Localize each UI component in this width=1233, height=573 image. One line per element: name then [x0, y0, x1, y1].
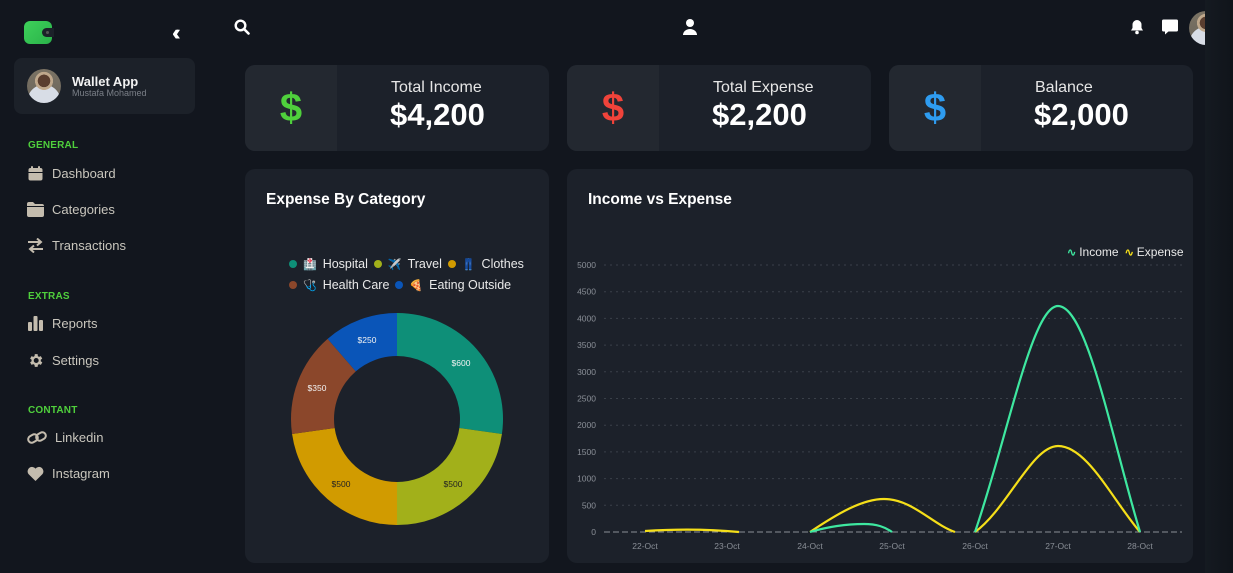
svg-text:23-Oct: 23-Oct [714, 541, 740, 551]
legend-item-hospital[interactable]: 🏥 Hospital [289, 257, 368, 271]
svg-text:0: 0 [591, 527, 596, 537]
panel-title: Expense By Category [266, 191, 426, 208]
stat-card-total-expense: $ Total Expense $2,200 [567, 65, 871, 151]
svg-text:3000: 3000 [577, 367, 596, 377]
svg-text:27-Oct: 27-Oct [1045, 541, 1071, 551]
page-edge [1205, 0, 1233, 573]
calendar-icon [27, 165, 44, 182]
dollar-icon: $ [889, 65, 981, 151]
user-icon[interactable] [683, 19, 697, 40]
sidebar: ‹‹ Wallet App Mustafa Mohamed GENERAL Da… [0, 0, 210, 573]
legend-item-income[interactable]: ∿ Income [1067, 245, 1119, 259]
stat-label: Total Income [391, 79, 482, 96]
stat-value: $2,000 [1034, 97, 1129, 132]
svg-text:2500: 2500 [577, 394, 596, 404]
user-name: Mustafa Mohamed [72, 88, 147, 98]
donut-slice-travel[interactable] [397, 427, 502, 525]
svg-text:28-Oct: 28-Oct [1127, 541, 1153, 551]
sidebar-item-dashboard[interactable]: Dashboard [27, 165, 116, 182]
income-vs-expense-panel: Income vs Expense ∿ Income ∿ Expense 5000 [567, 169, 1193, 563]
chat-icon[interactable] [1162, 19, 1178, 40]
svg-text:1500: 1500 [577, 447, 596, 457]
dollar-icon: $ [245, 65, 337, 151]
legend-item-travel[interactable]: ✈️ Travel [373, 257, 442, 271]
sidebar-item-instagram[interactable]: Instagram [27, 465, 110, 482]
donut-legend: 🏥 Hospital ✈️ Travel 👖 Clothes [289, 257, 530, 271]
sidebar-item-label: Instagram [52, 466, 110, 481]
sidebar-item-label: Transactions [52, 238, 126, 253]
donut-slice-hospital[interactable] [397, 313, 504, 435]
gear-icon [27, 352, 44, 369]
line-legend: ∿ Income ∿ Expense [1067, 245, 1190, 259]
svg-text:2000: 2000 [577, 420, 596, 430]
legend-item-clothes[interactable]: 👖 Clothes [447, 257, 524, 271]
slice-label: $500 [332, 479, 351, 489]
arrows-exchange-icon [27, 237, 44, 254]
slice-label: $250 [358, 335, 377, 345]
stat-label: Balance [1035, 79, 1093, 96]
line-chart: 5000 4500 4000 3500 3000 2500 2000 1500 … [577, 260, 1182, 551]
chevrons-left-icon[interactable]: ‹‹ [172, 20, 180, 45]
svg-text:24-Oct: 24-Oct [797, 541, 823, 551]
donut-chart: $600 $500 $500 $350 $250 [290, 313, 504, 525]
folder-icon [27, 201, 44, 218]
svg-text:500: 500 [582, 500, 596, 510]
donut-legend-row-2: 🩺 Health Care 🍕 Eating Outside [289, 278, 517, 292]
y-axis-labels: 5000 4500 4000 3500 3000 2500 2000 1500 … [577, 260, 596, 537]
panel-title: Income vs Expense [588, 191, 732, 208]
sidebar-item-categories[interactable]: Categories [27, 201, 115, 218]
expense-by-category-panel: Expense By Category 🏥 Hospital ✈️ Travel 👖… [245, 169, 549, 563]
income-line[interactable] [809, 304, 1142, 534]
sidebar-item-label: Categories [52, 202, 115, 217]
sidebar-item-label: Linkedin [55, 430, 104, 445]
svg-text:1000: 1000 [577, 474, 596, 484]
slice-label: $600 [452, 358, 471, 368]
sidebar-item-transactions[interactable]: Transactions [27, 237, 126, 254]
section-label-extras: EXTRAS [28, 291, 70, 302]
svg-text:26-Oct: 26-Oct [962, 541, 988, 551]
svg-text:5000: 5000 [577, 260, 596, 270]
app-title: Wallet App [72, 74, 139, 89]
svg-text:4000: 4000 [577, 313, 596, 323]
slice-label: $350 [308, 383, 327, 393]
profile-card[interactable]: Wallet App Mustafa Mohamed [14, 58, 195, 114]
svg-text:22-Oct: 22-Oct [632, 541, 658, 551]
sidebar-item-label: Reports [52, 316, 98, 331]
sidebar-item-label: Dashboard [52, 166, 116, 181]
sidebar-item-label: Settings [52, 353, 99, 368]
svg-text:3500: 3500 [577, 340, 596, 350]
dollar-icon: $ [567, 65, 659, 151]
stat-card-total-income: $ Total Income $4,200 [245, 65, 549, 151]
legend-item-eating-outside[interactable]: 🍕 Eating Outside [395, 278, 511, 292]
link-icon [27, 429, 47, 446]
stat-label: Total Expense [713, 79, 814, 96]
sidebar-item-reports[interactable]: Reports [27, 315, 98, 332]
bell-icon[interactable] [1130, 19, 1144, 40]
legend-item-health-care[interactable]: 🩺 Health Care [289, 278, 389, 292]
expense-line[interactable] [644, 444, 1141, 534]
stat-value: $4,200 [390, 97, 485, 132]
section-label-general: GENERAL [28, 140, 79, 151]
avatar [27, 69, 61, 103]
svg-text:25-Oct: 25-Oct [879, 541, 905, 551]
section-label-contant: CONTANT [28, 405, 78, 416]
bar-chart-icon [27, 315, 44, 332]
stat-value: $2,200 [712, 97, 807, 132]
legend-item-expense[interactable]: ∿ Expense [1124, 245, 1184, 259]
stat-card-balance: $ Balance $2,000 [889, 65, 1193, 151]
slice-label: $500 [444, 479, 463, 489]
heart-icon [27, 465, 44, 482]
sidebar-item-linkedin[interactable]: Linkedin [27, 429, 103, 446]
donut-slice-clothes[interactable] [292, 427, 397, 525]
sidebar-item-settings[interactable]: Settings [27, 352, 99, 369]
search-icon[interactable] [234, 19, 250, 40]
donut-slice-eating-outside[interactable] [327, 313, 397, 372]
x-axis-labels: 22-Oct 23-Oct 24-Oct 25-Oct 26-Oct 27-Oc… [632, 541, 1153, 551]
svg-text:4500: 4500 [577, 287, 596, 297]
wallet-logo-icon [24, 21, 54, 44]
donut-slice-health-care[interactable] [290, 338, 356, 435]
